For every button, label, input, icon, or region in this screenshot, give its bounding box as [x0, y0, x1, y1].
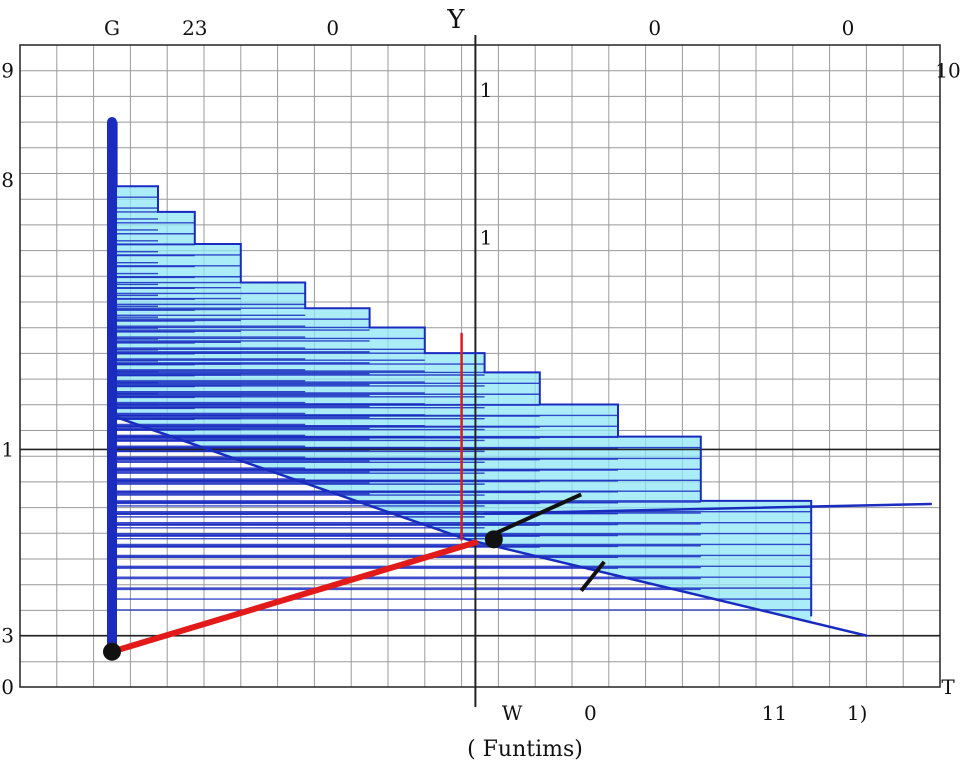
hatch-layer — [116, 185, 812, 611]
right-tick-label: 10 — [935, 59, 960, 83]
arrow-1 — [579, 560, 606, 592]
y-axis-title: Y — [446, 5, 465, 35]
inner-tick-label: 1 — [480, 78, 493, 102]
series-layer — [107, 117, 933, 657]
top-tick-label: 0 — [842, 16, 855, 40]
bottom-tick-label: 11 — [762, 701, 787, 725]
plot-frame — [19, 44, 941, 688]
top-tick-label: G — [104, 16, 120, 40]
point-marker-0 — [103, 642, 121, 661]
bottom-tick-label: 0 — [584, 701, 597, 725]
left-tick-label: 1 — [1, 437, 14, 461]
arrow-0 — [488, 492, 583, 538]
series-line-1 — [115, 416, 868, 637]
series-line-5 — [483, 502, 933, 515]
bottom-tick-label: W — [502, 701, 523, 725]
series-line-2 — [109, 539, 479, 655]
top-tick-label: 0 — [326, 16, 339, 40]
right-tick-label: T — [941, 675, 955, 699]
marker-layer — [103, 530, 503, 661]
top-tick-label: 0 — [648, 16, 661, 40]
series-line-stepped — [115, 122, 813, 617]
left-tick-label: 9 — [1, 59, 14, 83]
left-tick-label: 8 — [1, 168, 14, 192]
left-tick-label: 0 — [1, 675, 14, 699]
left-tick-label: 3 — [1, 624, 14, 648]
inner-tick-label: 1 — [480, 226, 493, 250]
bottom-tick-label: 1) — [847, 701, 868, 725]
top-tick-label: 23 — [182, 16, 207, 40]
point-marker-1 — [484, 530, 503, 549]
x-axis-title: ( Funtims) — [467, 737, 583, 762]
